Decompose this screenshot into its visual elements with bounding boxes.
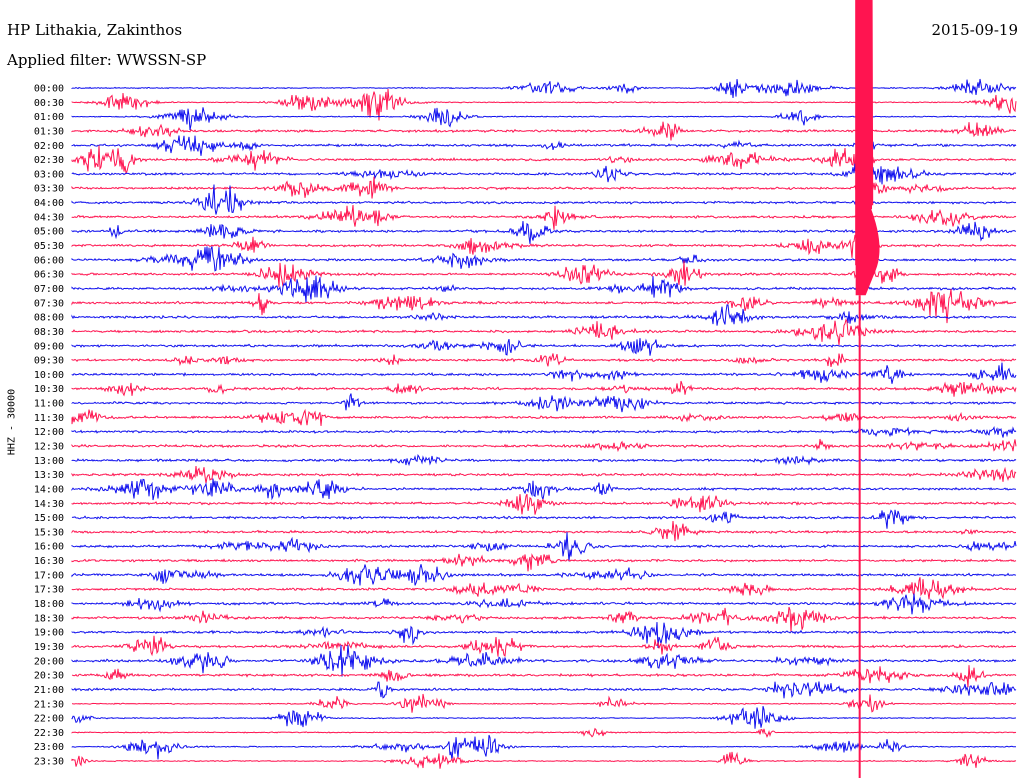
seismic-trace	[71, 134, 1017, 158]
time-tick-label: 05:00	[34, 227, 64, 238]
seismic-trace	[71, 107, 1017, 131]
time-tick-label: 16:30	[34, 556, 64, 567]
seismic-trace	[71, 425, 1017, 438]
seismic-trace	[71, 393, 1017, 413]
seismic-trace	[71, 362, 1017, 384]
seismic-trace	[71, 727, 1017, 739]
time-tick-label: 01:30	[34, 126, 64, 137]
date-label: 2015-09-19	[931, 21, 1018, 39]
event-envelope	[855, 0, 880, 296]
time-tick-label: 14:30	[34, 499, 64, 510]
seismic-trace	[71, 163, 1017, 185]
time-tick-label: 15:00	[34, 513, 64, 524]
time-tick-label: 00:00	[34, 84, 64, 95]
time-tick-label: 06:00	[34, 255, 64, 266]
seismic-trace	[71, 705, 1016, 729]
time-tick-label: 12:30	[34, 442, 64, 453]
seismic-trace	[71, 622, 1017, 649]
time-tick-label: 02:30	[34, 155, 64, 166]
seismic-trace	[71, 289, 1017, 324]
time-tick-label: 19:00	[34, 628, 64, 639]
time-tick-label: 21:00	[34, 685, 64, 696]
seismic-trace	[71, 318, 1017, 346]
time-tick-label: 01:00	[34, 112, 64, 123]
time-tick-label: 15:30	[34, 527, 64, 538]
time-tick-label: 07:30	[34, 298, 64, 309]
time-tick-label: 19:30	[34, 642, 64, 653]
time-tick-label: 11:00	[34, 399, 64, 410]
time-tick-label: 23:30	[34, 757, 64, 768]
time-tick-label: 13:30	[34, 470, 64, 481]
seismic-trace	[71, 734, 1017, 761]
time-tick-label: 07:00	[34, 284, 64, 295]
seismic-trace	[71, 493, 1017, 515]
time-tick-label: 10:30	[34, 384, 64, 395]
filter-label: Applied filter: WWSSN-SP	[7, 51, 207, 69]
time-tick-label: 02:00	[34, 141, 64, 152]
seismic-trace	[71, 380, 1017, 397]
seismic-trace	[71, 466, 1017, 484]
time-tick-label: 20:00	[34, 656, 64, 667]
station-title: HP Lithakia, Zakinthos	[7, 21, 183, 39]
seismic-trace	[71, 121, 1016, 141]
time-tick-label: 03:30	[34, 184, 64, 195]
time-tick-group: 00:00 00:30 01:00 01:30 02:00 02:30 03:00 03:30…	[34, 84, 64, 768]
seismic-trace	[71, 532, 1017, 562]
time-tick-label: 09:30	[34, 356, 64, 367]
time-tick-label: 05:30	[34, 241, 64, 252]
seismic-trace	[71, 454, 1017, 467]
seismic-trace	[71, 478, 1017, 502]
seismic-trace	[71, 78, 1017, 98]
seismic-trace	[71, 553, 1017, 572]
seismic-trace	[71, 665, 1017, 688]
time-tick-label: 13:00	[34, 456, 64, 467]
time-tick-label: 23:00	[34, 742, 64, 753]
seismic-trace	[71, 353, 1017, 367]
time-tick-label: 04:30	[34, 212, 64, 223]
seismic-trace	[71, 635, 1017, 657]
time-tick-label: 20:30	[34, 671, 64, 682]
time-tick-label: 08:00	[34, 313, 64, 324]
time-tick-label: 22:00	[34, 714, 64, 725]
seismic-trace	[71, 509, 1017, 529]
time-tick-label: 18:30	[34, 613, 64, 624]
seismic-trace	[71, 338, 1017, 356]
time-tick-label: 00:30	[34, 98, 64, 109]
seismic-trace	[71, 645, 1017, 677]
time-tick-label: 17:30	[34, 585, 64, 596]
seismic-trace	[71, 577, 1017, 600]
time-tick-label: 08:30	[34, 327, 64, 338]
seismic-trace	[71, 521, 1017, 542]
trace-group	[71, 78, 1017, 769]
time-tick-label: 16:00	[34, 542, 64, 553]
seismic-trace	[71, 681, 1017, 699]
time-tick-label: 04:00	[34, 198, 64, 209]
time-tick-label: 17:00	[34, 570, 64, 581]
time-tick-label: 22:30	[34, 728, 64, 739]
time-tick-label: 11:30	[34, 413, 64, 424]
seismic-trace	[71, 606, 1017, 632]
seismic-trace	[71, 693, 1017, 713]
time-tick-label: 14:00	[34, 484, 64, 495]
major-event-group	[855, 0, 880, 778]
seismic-trace	[71, 408, 1017, 426]
time-tick-label: 03:00	[34, 169, 64, 180]
time-tick-label: 06:30	[34, 270, 64, 281]
time-tick-label: 10:00	[34, 370, 64, 381]
seismic-trace	[71, 593, 1017, 615]
time-tick-label: 09:00	[34, 341, 64, 352]
seismic-trace	[71, 438, 1017, 453]
time-tick-label: 12:00	[34, 427, 64, 438]
seismic-trace	[71, 751, 1017, 769]
time-tick-label: 21:30	[34, 699, 64, 710]
seismic-trace	[71, 564, 1017, 586]
seismic-trace	[71, 275, 1017, 303]
seismic-trace	[71, 304, 1017, 326]
time-tick-label: 18:00	[34, 599, 64, 610]
